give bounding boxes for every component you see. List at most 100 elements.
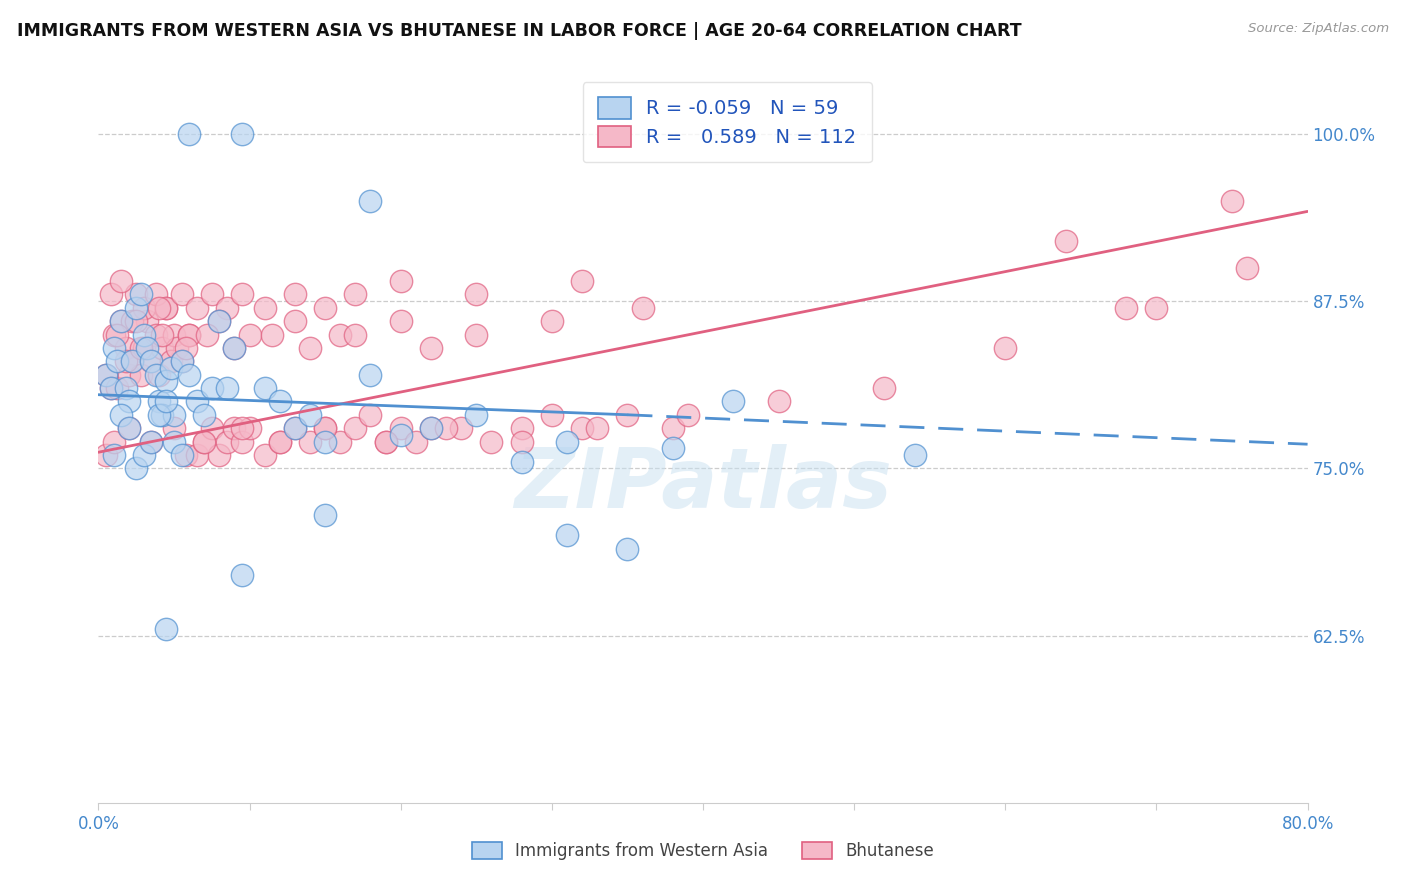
Point <box>253 381 276 395</box>
Point <box>540 314 562 328</box>
Point <box>114 354 136 368</box>
Point <box>193 434 215 449</box>
Point <box>239 421 262 435</box>
Point <box>253 448 276 462</box>
Point <box>155 301 177 315</box>
Point <box>100 381 122 395</box>
Point <box>405 434 427 449</box>
Point <box>374 434 396 449</box>
Point <box>329 327 352 342</box>
Text: ZIPatlas: ZIPatlas <box>515 444 891 525</box>
Point <box>631 301 654 315</box>
Point <box>314 421 336 435</box>
Point <box>110 314 132 328</box>
Point <box>103 448 125 462</box>
Point <box>269 434 291 449</box>
Point <box>125 461 148 475</box>
Point <box>129 341 152 355</box>
Point <box>145 368 167 382</box>
Point <box>1236 260 1258 275</box>
Point <box>224 341 246 355</box>
Point <box>420 421 443 435</box>
Point <box>129 287 152 301</box>
Point <box>284 314 307 328</box>
Legend: Immigrants from Western Asia, Bhutanese: Immigrants from Western Asia, Bhutanese <box>465 835 941 867</box>
Point <box>616 408 638 422</box>
Point <box>118 421 141 435</box>
Point <box>150 327 173 342</box>
Point <box>994 341 1017 355</box>
Point <box>661 442 683 455</box>
Point <box>201 287 224 301</box>
Point <box>389 421 412 435</box>
Point <box>110 408 132 422</box>
Point <box>166 341 188 355</box>
Point <box>193 408 215 422</box>
Point <box>1115 301 1137 315</box>
Point <box>114 381 136 395</box>
Point <box>135 314 157 328</box>
Point <box>208 448 231 462</box>
Point <box>163 327 186 342</box>
Point <box>224 341 246 355</box>
Point <box>94 448 117 462</box>
Point <box>132 301 155 315</box>
Point <box>284 421 307 435</box>
Point <box>481 434 503 449</box>
Point <box>160 354 183 368</box>
Point <box>555 528 578 542</box>
Point <box>135 341 157 355</box>
Point <box>253 301 276 315</box>
Point <box>344 421 367 435</box>
Point <box>231 287 253 301</box>
Point <box>360 408 382 422</box>
Point <box>231 568 253 582</box>
Point <box>1220 194 1243 208</box>
Point <box>155 394 177 409</box>
Point <box>110 314 132 328</box>
Point <box>125 301 148 315</box>
Point <box>269 394 291 409</box>
Point <box>360 194 382 208</box>
Point <box>215 301 238 315</box>
Point <box>141 354 163 368</box>
Point <box>374 434 396 449</box>
Point <box>150 341 173 355</box>
Point <box>299 408 322 422</box>
Point <box>125 287 148 301</box>
Point <box>723 394 745 409</box>
Point <box>141 434 163 449</box>
Point <box>360 368 382 382</box>
Point <box>465 287 488 301</box>
Point <box>1144 301 1167 315</box>
Point <box>105 381 128 395</box>
Point <box>314 508 336 523</box>
Point <box>118 368 141 382</box>
Point <box>571 421 593 435</box>
Point <box>105 327 128 342</box>
Point <box>118 394 141 409</box>
Point <box>150 408 173 422</box>
Point <box>174 341 197 355</box>
Point <box>141 354 163 368</box>
Point <box>186 448 208 462</box>
Point <box>389 428 412 442</box>
Point <box>768 394 790 409</box>
Point <box>299 434 322 449</box>
Point <box>510 421 533 435</box>
Point <box>329 434 352 449</box>
Point <box>186 394 208 409</box>
Point <box>186 301 208 315</box>
Point <box>170 448 193 462</box>
Point <box>100 381 122 395</box>
Point <box>114 341 136 355</box>
Point <box>299 341 322 355</box>
Text: Source: ZipAtlas.com: Source: ZipAtlas.com <box>1249 22 1389 36</box>
Point <box>215 434 238 449</box>
Point <box>125 314 148 328</box>
Point <box>121 354 143 368</box>
Point <box>231 127 253 141</box>
Point <box>103 341 125 355</box>
Point <box>94 368 117 382</box>
Point <box>132 327 155 342</box>
